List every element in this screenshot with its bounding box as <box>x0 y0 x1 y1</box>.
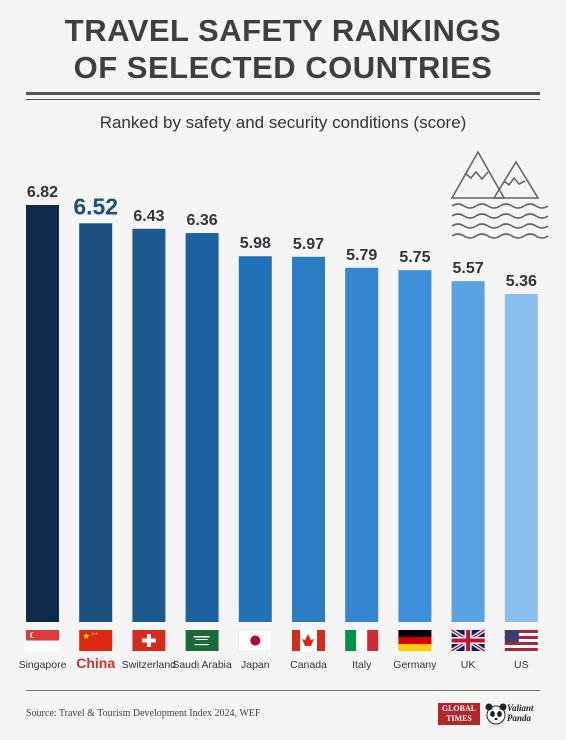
value-label: 5.57 <box>453 260 484 277</box>
bar-canada <box>292 256 325 622</box>
logo-valiant-text: Valiant <box>507 703 534 713</box>
title-divider-thin <box>26 99 540 100</box>
switzerland-flag-icon <box>132 630 166 651</box>
value-label: 5.79 <box>346 247 377 264</box>
logo-panda-text: Panda <box>507 713 532 723</box>
value-label: 6.82 <box>27 184 58 201</box>
bar-italy <box>345 267 379 622</box>
chart-title: TRAVEL SAFETY RANKINGS OF SELECTED COUNT… <box>0 12 566 86</box>
saudi-arabia-flag-icon <box>185 630 219 651</box>
category-label: UK <box>461 659 476 671</box>
valiant-panda-logo: Valiant Panda <box>485 701 541 727</box>
title-line-1: TRAVEL SAFETY RANKINGS <box>64 13 502 48</box>
germany-flag-icon <box>398 630 432 651</box>
bar-china <box>79 223 113 623</box>
chart-subtitle: Ranked by safety and security conditions… <box>99 113 467 132</box>
title-divider-thick <box>26 92 540 95</box>
value-label: 5.98 <box>240 235 271 252</box>
italy-flag-icon <box>345 630 379 651</box>
category-label: Germany <box>393 659 437 671</box>
bar-singapore <box>26 205 59 622</box>
value-label: 5.36 <box>506 273 537 290</box>
value-label: 6.52 <box>73 193 118 219</box>
canada-flag-icon <box>292 630 325 651</box>
category-label: Japan <box>241 659 270 671</box>
value-label: 6.43 <box>133 208 164 225</box>
uk-flag-icon <box>450 628 486 653</box>
global-times-logo: GLOBAL TIMES <box>438 703 480 725</box>
bar-saudi-arabia <box>185 233 219 623</box>
bar-switzerland <box>132 228 166 622</box>
bar-us <box>504 294 538 622</box>
category-label: Italy <box>352 659 372 671</box>
category-label: Singapore <box>19 659 67 671</box>
value-label: 6.36 <box>187 212 218 229</box>
china-flag-icon: ★ ★★ <box>79 630 113 651</box>
category-label: Saudi Arabia <box>172 659 232 671</box>
value-label: 5.97 <box>293 236 324 253</box>
title-line-2: OF SELECTED COUNTRIES <box>73 50 493 85</box>
bar-uk <box>451 281 485 622</box>
category-label: US <box>514 659 529 671</box>
value-label: 5.75 <box>399 249 430 266</box>
bar-japan <box>238 256 272 622</box>
mountains-icon <box>450 150 549 239</box>
bar-germany <box>398 270 432 622</box>
us-flag-icon <box>504 630 538 651</box>
singapore-flag-icon <box>26 630 59 651</box>
category-label: Switzerland <box>122 659 176 671</box>
svg-text:★: ★ <box>82 632 90 642</box>
panda-icon <box>485 703 507 725</box>
source-note: Source: Travel & Tourism Development Ind… <box>26 708 261 719</box>
category-label: China <box>76 655 115 671</box>
svg-text:★★: ★★ <box>91 631 99 636</box>
footer-divider <box>26 690 540 691</box>
category-label: Canada <box>290 659 327 671</box>
japan-flag-icon <box>238 629 273 652</box>
